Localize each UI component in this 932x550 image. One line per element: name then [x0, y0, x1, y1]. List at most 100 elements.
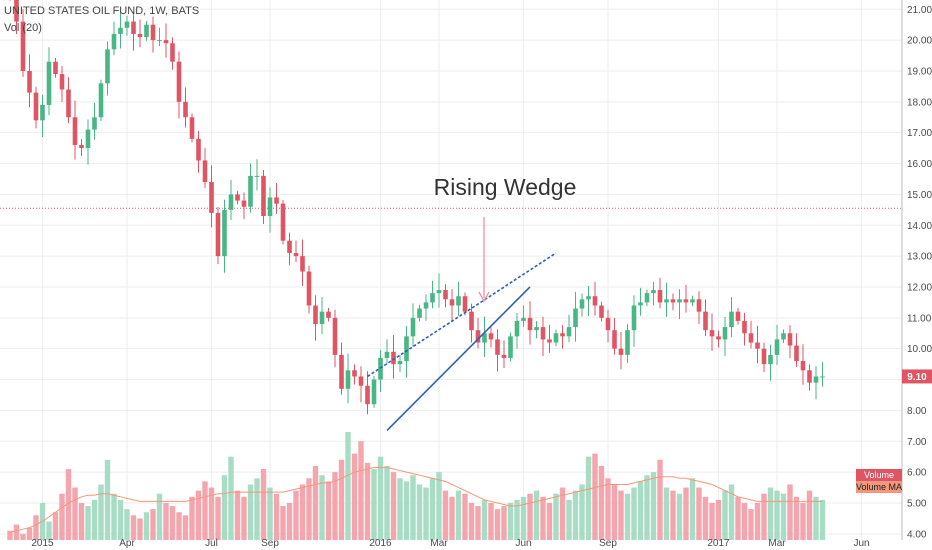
volume-bar — [332, 472, 338, 540]
candle-body — [196, 138, 201, 161]
candle — [287, 232, 292, 266]
candle-body — [482, 333, 487, 343]
candle-body — [72, 117, 78, 146]
volume-bar — [410, 475, 416, 540]
candle-body — [274, 197, 279, 204]
volume-bar — [741, 502, 748, 540]
volume-bar — [150, 509, 156, 540]
candle-body — [124, 21, 130, 28]
volume-legend: Volume Volume MA — [856, 469, 902, 493]
candle-body — [189, 117, 195, 139]
candle-body — [794, 345, 799, 362]
candle-body — [462, 296, 468, 312]
candle-body — [527, 317, 533, 331]
symbol-title[interactable]: UNITED STATES OIL FUND, 1W, BATS — [4, 5, 200, 17]
candle — [514, 312, 520, 349]
time-tick-label: Mar — [768, 538, 786, 549]
price-tick-label: 8.00 — [907, 406, 927, 417]
candle-body — [27, 70, 32, 93]
candle-body — [657, 290, 663, 303]
candle — [183, 87, 188, 128]
candle — [443, 284, 448, 308]
candle-body — [488, 333, 494, 340]
candle-body — [313, 305, 318, 324]
volume-bar — [722, 490, 728, 540]
rising-wedge-label[interactable]: Rising Wedge — [434, 174, 577, 200]
volume-bar — [442, 490, 449, 540]
candle — [59, 66, 65, 102]
candle — [644, 289, 650, 307]
candle-body — [163, 40, 169, 44]
candle-body — [709, 330, 715, 337]
volume-bar — [689, 478, 696, 540]
candle-body — [137, 33, 143, 38]
candle — [345, 353, 351, 404]
candle — [189, 113, 195, 143]
candle — [46, 47, 52, 116]
candle-body — [417, 308, 422, 318]
candle-body — [748, 333, 754, 343]
volume-bar — [423, 487, 429, 540]
volume-study-title[interactable]: Vol (20) — [4, 22, 42, 34]
annotation-arrow — [478, 217, 490, 303]
candle-body — [261, 175, 266, 216]
candle-body — [800, 361, 806, 371]
wedge-upper-trendline[interactable] — [367, 252, 557, 378]
candle-body — [742, 320, 747, 334]
candle-body — [215, 212, 221, 257]
candle — [501, 340, 507, 369]
candle-body — [768, 354, 773, 365]
candle-body — [677, 299, 682, 303]
candle-body — [560, 333, 565, 337]
candle-body — [332, 317, 338, 355]
candle-body — [365, 385, 370, 405]
time-tick-label: Sep — [261, 538, 279, 549]
candle — [735, 307, 741, 325]
candle — [469, 303, 474, 343]
candle-body — [222, 209, 227, 257]
volume-bar — [98, 484, 104, 540]
volume-bar — [546, 502, 553, 540]
volume-bar — [631, 487, 637, 540]
candle-body — [475, 330, 481, 343]
volume-bar — [299, 484, 306, 540]
candle — [332, 309, 338, 368]
candle — [176, 51, 182, 119]
wedge-lower-trendline[interactable] — [386, 286, 531, 432]
candle-body — [638, 302, 643, 306]
candle — [235, 190, 240, 205]
candle — [118, 11, 123, 49]
volume-bar — [20, 533, 26, 540]
candle — [677, 289, 682, 320]
volume-bar — [702, 496, 709, 540]
volume-bar — [338, 459, 345, 540]
candle-body — [501, 354, 507, 358]
volume-bar — [624, 493, 631, 540]
volume-bar — [215, 496, 221, 540]
candle — [508, 332, 513, 362]
candle-body — [66, 89, 71, 118]
candle — [358, 366, 364, 403]
volume-bar — [611, 484, 618, 540]
candle — [794, 333, 799, 367]
candle — [40, 94, 45, 138]
candle-body — [85, 129, 91, 149]
candle-body — [813, 376, 819, 383]
volume-bar — [559, 487, 566, 540]
candle — [586, 286, 591, 316]
time-tick-label: 2016 — [369, 538, 392, 549]
volume-bar — [351, 453, 358, 540]
last-price-badge: 9.10 — [902, 369, 932, 384]
candle — [800, 344, 806, 385]
candle-body — [202, 160, 208, 183]
candle-body — [670, 299, 676, 303]
volume-bar — [7, 530, 13, 540]
candle-body — [391, 351, 396, 365]
time-tick-label: 2015 — [31, 538, 54, 549]
candle — [638, 287, 643, 316]
candle — [33, 86, 39, 129]
candle-body — [118, 27, 123, 34]
volume-bar — [286, 502, 293, 540]
candle — [105, 41, 110, 96]
